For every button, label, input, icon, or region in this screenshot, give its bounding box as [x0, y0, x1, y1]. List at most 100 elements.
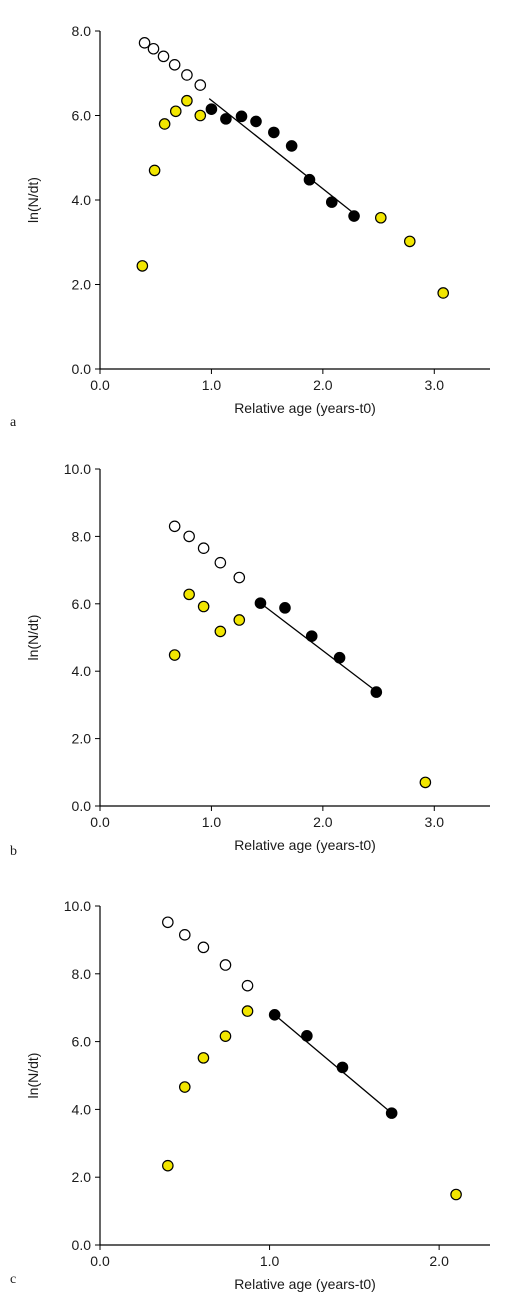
open-point — [138, 37, 151, 49]
filled-point — [325, 196, 338, 208]
filled-point — [385, 1107, 398, 1119]
filled-point — [370, 686, 383, 698]
filled-point — [268, 1009, 281, 1021]
panel-c: 0.0 1.0 2.0 0.0 2.0 4.0 6.0 8.0 10.0 Relative ag… — [10, 898, 490, 1292]
yellow-point — [233, 614, 246, 626]
yellow-point — [403, 235, 416, 248]
x-tick-label: 2.0 — [313, 814, 333, 830]
x-tick-label: 1.0 — [202, 377, 222, 393]
y-tick-label: 2.0 — [72, 277, 92, 293]
y-tick-label: 2.0 — [72, 1169, 92, 1185]
y-tick-label: 8.0 — [72, 966, 92, 982]
filled-point — [285, 140, 298, 152]
x-tick-label: 2.0 — [429, 1253, 449, 1269]
x-tick-label: 3.0 — [425, 377, 445, 393]
open-point — [233, 571, 246, 584]
y-tick-label: 10.0 — [64, 898, 91, 914]
marker-layer — [136, 37, 449, 299]
y-tick-label: 10.0 — [64, 461, 91, 477]
yellow-point — [194, 109, 207, 122]
open-point — [181, 69, 193, 81]
marker-layer — [162, 916, 462, 1201]
regression-line — [260, 602, 377, 692]
y-tick-label: 2.0 — [72, 731, 92, 747]
x-tick-label: 1.0 — [202, 814, 222, 830]
open-point — [162, 916, 174, 929]
open-point — [219, 959, 232, 971]
panel-a: 0.0 1.0 2.0 3.0 0.0 2.0 4.0 6.0 8.0 Relative age… — [10, 23, 490, 430]
yellow-point — [162, 1159, 174, 1172]
yellow-point — [181, 94, 193, 107]
filled-point — [303, 173, 316, 186]
open-point — [147, 42, 160, 55]
filled-point — [235, 110, 248, 123]
filled-point — [268, 126, 280, 139]
open-point — [197, 941, 210, 954]
y-tick-label: 0.0 — [72, 361, 92, 377]
y-tick-label: 6.0 — [72, 596, 92, 612]
open-point — [197, 542, 210, 554]
x-axis-label: Relative age (years-t0) — [234, 837, 376, 853]
filled-point — [336, 1061, 349, 1074]
y-tick-label: 0.0 — [72, 1237, 92, 1253]
y-tick-label: 4.0 — [72, 663, 92, 679]
open-point — [178, 929, 191, 941]
y-axis-label: ln(N/dt) — [25, 1053, 41, 1099]
x-axis-label: Relative age (years-t0) — [234, 1276, 376, 1292]
yellow-point — [148, 164, 161, 177]
y-axis-label: ln(N/dt) — [25, 615, 41, 661]
regression-line — [208, 98, 355, 215]
open-point — [214, 556, 227, 569]
open-point — [241, 979, 254, 992]
y-tick-label: 4.0 — [72, 1101, 92, 1117]
y-tick-label: 8.0 — [72, 23, 92, 39]
x-axis-label: Relative age (years-t0) — [234, 400, 376, 416]
yellow-point — [219, 1030, 232, 1042]
yellow-point — [437, 287, 449, 299]
filled-point — [301, 1030, 313, 1042]
panel-label: a — [10, 415, 17, 430]
panel-label: b — [10, 844, 17, 859]
regression-line — [274, 1014, 393, 1114]
yellow-point — [158, 118, 171, 130]
tick-layer: 0.0 1.0 2.0 0.0 2.0 4.0 6.0 8.0 10.0 — [64, 898, 449, 1269]
x-tick-label: 2.0 — [313, 377, 333, 393]
open-point — [183, 530, 195, 543]
filled-point — [205, 103, 218, 115]
open-point — [168, 59, 181, 71]
y-tick-label: 4.0 — [72, 192, 92, 208]
filled-point — [305, 630, 318, 642]
yellow-point — [169, 105, 182, 118]
tick-layer: 0.0 1.0 2.0 3.0 0.0 2.0 4.0 6.0 8.0 10.0 — [64, 461, 444, 830]
x-tick-label: 0.0 — [90, 1253, 110, 1269]
filled-point — [220, 113, 232, 125]
filled-point — [250, 115, 262, 128]
filled-point — [279, 602, 291, 614]
filled-point — [348, 210, 360, 222]
yellow-point — [450, 1188, 462, 1201]
yellow-point — [419, 776, 432, 789]
open-point — [168, 520, 181, 533]
yellow-point — [374, 211, 387, 224]
yellow-point — [214, 625, 227, 638]
yellow-point — [178, 1081, 191, 1093]
y-tick-label: 6.0 — [72, 108, 92, 124]
yellow-point — [241, 1005, 254, 1017]
yellow-point — [183, 588, 195, 601]
yellow-point — [197, 600, 210, 613]
marker-layer — [168, 520, 432, 789]
tick-layer: 0.0 1.0 2.0 3.0 0.0 2.0 4.0 6.0 8.0 — [72, 23, 445, 393]
open-point — [157, 50, 170, 63]
yellow-point — [197, 1052, 210, 1064]
panel-label: c — [10, 1272, 16, 1287]
filled-point — [333, 651, 346, 664]
y-tick-label: 0.0 — [72, 798, 92, 814]
x-tick-label: 0.0 — [90, 377, 110, 393]
y-tick-label: 8.0 — [72, 528, 92, 544]
y-axis-label: ln(N/dt) — [25, 177, 41, 223]
open-point — [194, 79, 207, 91]
filled-point — [254, 597, 267, 609]
yellow-point — [136, 260, 149, 272]
y-tick-label: 6.0 — [72, 1034, 92, 1050]
